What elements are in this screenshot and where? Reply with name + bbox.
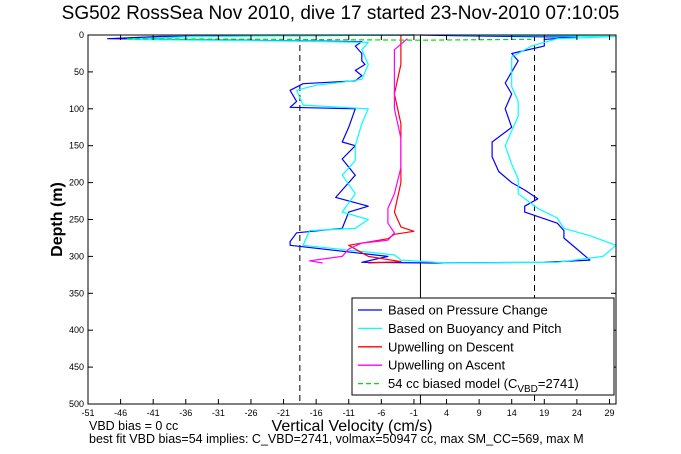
x-tick-label: 29 xyxy=(604,408,614,418)
best-fit-note: best fit VBD bias=54 implies: C_VBD=2741… xyxy=(89,432,584,446)
x-tick-label: -16 xyxy=(310,408,323,418)
x-tick-label: 14 xyxy=(507,408,517,418)
x-tick-label: -46 xyxy=(114,408,127,418)
y-axis-label: Depth (m) xyxy=(49,182,66,257)
legend-box xyxy=(351,297,615,396)
x-tick-label: -11 xyxy=(343,408,355,418)
y-tick-label: 250 xyxy=(69,215,84,225)
series-line-5 xyxy=(127,38,532,41)
series-line-1 xyxy=(106,34,591,264)
y-tick-label: 50 xyxy=(74,67,84,77)
y-tick-label: 350 xyxy=(69,288,84,298)
x-tick-label: -6 xyxy=(377,408,385,418)
y-tick-label: 200 xyxy=(69,178,84,188)
y-tick-label: 400 xyxy=(69,325,84,335)
legend-label-4: Upwelling on Ascent xyxy=(388,358,505,373)
y-tick-label: 450 xyxy=(69,362,84,372)
legend-label-1: Based on Pressure Change xyxy=(388,303,548,318)
x-tick-label: 9 xyxy=(477,408,482,418)
legend: Based on Pressure Change Based on Buoyanc… xyxy=(351,297,615,396)
legend-label-3: Upwelling on Descent xyxy=(388,339,514,354)
x-tick-label: -31 xyxy=(212,408,225,418)
y-tick-label: 100 xyxy=(69,104,84,114)
x-axis-label: Vertical Velocity (cm/s) xyxy=(272,418,433,435)
x-tick-label: 24 xyxy=(572,408,582,418)
x-tick-label: -36 xyxy=(179,408,192,418)
series-line-4 xyxy=(309,38,408,264)
y-tick-label: 500 xyxy=(69,399,84,409)
x-tick-label: -1 xyxy=(410,408,418,418)
x-tick-label: -26 xyxy=(244,408,257,418)
x-tick-label: 19 xyxy=(539,408,549,418)
vbd-bias-note: VBD bias = 0 cc xyxy=(89,419,179,433)
plot-frame xyxy=(87,34,617,405)
y-tick-label: 300 xyxy=(69,251,84,261)
x-tick-label: -51 xyxy=(81,408,94,418)
y-tick-label: 150 xyxy=(69,141,84,151)
series-line-3 xyxy=(348,35,415,264)
x-tick-label: -21 xyxy=(277,408,290,418)
x-tick-label: -41 xyxy=(147,408,160,418)
legend-label-2: Based on Buoyancy and Pitch xyxy=(388,321,561,336)
chart-title: SG502 RossSea Nov 2010, dive 17 started … xyxy=(61,3,620,24)
series-line-2 xyxy=(126,34,617,264)
y-tick-label: 0 xyxy=(79,30,84,40)
x-tick-label: 4 xyxy=(444,408,449,418)
